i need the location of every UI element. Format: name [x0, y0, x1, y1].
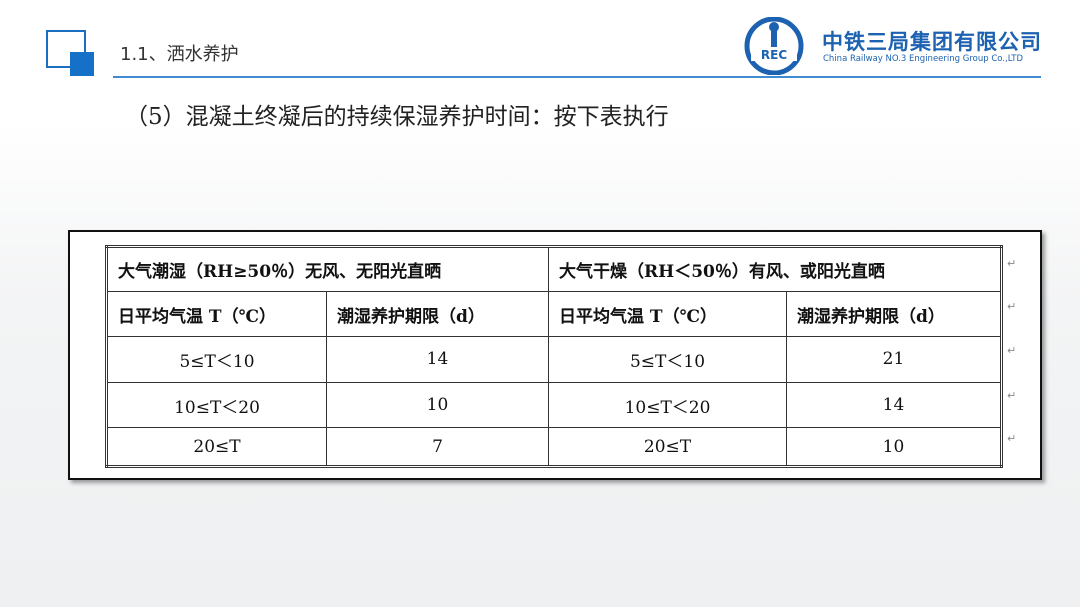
group-header-humid: 大气潮湿（RH≥50％）无风、无阳光直晒: [106, 246, 549, 292]
paragraph-mark-icon: ↵: [1007, 432, 1017, 445]
paragraph-mark-icon: ↵: [1007, 389, 1017, 402]
table-cell: 10≤T＜20: [548, 381, 787, 429]
table-cell: 5≤T＜10: [548, 336, 787, 383]
group-header-dry: 大气干燥（RH＜50％）有风、或阳光直晒: [548, 246, 1002, 292]
curing-table: 大气潮湿（RH≥50％）无风、无阳光直晒 大气干燥（RH＜50％）有风、或阳光直…: [105, 245, 1003, 468]
table-cell: 10: [786, 427, 1002, 467]
column-header: 日平均气温 T（℃）: [548, 291, 787, 337]
table-cell: 10≤T＜20: [106, 381, 327, 429]
paragraph-mark-icon: ↵: [1007, 344, 1017, 357]
table-cell: 14: [326, 336, 549, 383]
table-cell: 7: [326, 427, 549, 467]
header-divider: [113, 76, 1041, 78]
paragraph-mark-icon: ↵: [1007, 300, 1017, 313]
company-name-en: China Railway NO.3 Engineering Group Co.…: [823, 54, 1024, 64]
table-cell: 5≤T＜10: [106, 336, 327, 383]
table-cell: 20≤T: [106, 427, 327, 467]
section-title: 1.1、洒水养护: [120, 44, 239, 65]
table-cell: 10: [326, 381, 549, 429]
slide-heading: （5）混凝土终凝后的持续保湿养护时间：按下表执行: [125, 104, 669, 130]
svg-text:REC: REC: [761, 48, 787, 62]
table-cell: 20≤T: [548, 427, 787, 467]
crec-logo-icon: REC: [744, 17, 804, 75]
table-group-header-row: 大气潮湿（RH≥50％）无风、无阳光直晒 大气干燥（RH＜50％）有风、或阳光直…: [106, 246, 1002, 292]
decor-square-fill: [70, 52, 94, 76]
column-header: 日平均气温 T（℃）: [106, 291, 327, 337]
table-column-header-row: 日平均气温 T（℃） 潮湿养护期限（d） 日平均气温 T（℃） 潮湿养护期限（d…: [106, 291, 1002, 337]
table-row: 5≤T＜10 14 5≤T＜10 21: [106, 336, 1002, 383]
table-row: 10≤T＜20 10 10≤T＜20 14: [106, 381, 1002, 429]
table-cell: 14: [786, 381, 1002, 429]
paragraph-mark-icon: ↵: [1007, 257, 1017, 270]
company-name-cn: 中铁三局集团有限公司: [822, 30, 1042, 54]
decor-square-outline: [46, 30, 86, 68]
column-header: 潮湿养护期限（d）: [786, 291, 1002, 337]
column-header: 潮湿养护期限（d）: [326, 291, 549, 337]
table-cell: 21: [786, 336, 1002, 383]
table-row: 20≤T 7 20≤T 10: [106, 427, 1002, 467]
table-image: 大气潮湿（RH≥50％）无风、无阳光直晒 大气干燥（RH＜50％）有风、或阳光直…: [68, 230, 1042, 480]
